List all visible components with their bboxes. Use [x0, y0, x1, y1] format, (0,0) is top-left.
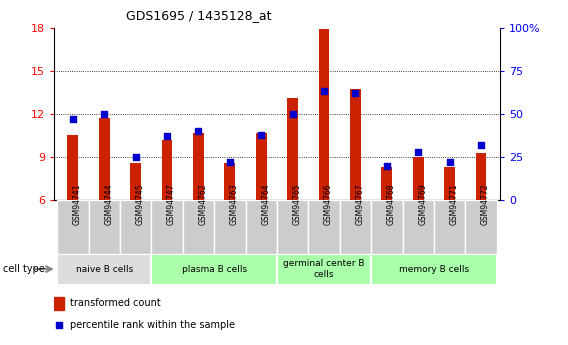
Text: naive B cells: naive B cells — [76, 265, 133, 274]
Text: transformed count: transformed count — [69, 298, 160, 308]
Text: cell type: cell type — [3, 264, 45, 274]
Bar — [319, 29, 329, 200]
Point — [68, 116, 77, 122]
Point — [317, 220, 326, 225]
Bar — [161, 140, 173, 200]
FancyBboxPatch shape — [120, 200, 151, 254]
Point — [225, 159, 235, 165]
FancyBboxPatch shape — [245, 200, 277, 254]
Text: GSM94767: GSM94767 — [356, 184, 365, 225]
Point — [414, 149, 423, 155]
Bar — [381, 167, 392, 200]
Text: GDS1695 / 1435128_at: GDS1695 / 1435128_at — [126, 9, 272, 22]
Point — [288, 111, 297, 117]
Point — [351, 90, 360, 96]
FancyBboxPatch shape — [371, 200, 403, 254]
Text: plasma B cells: plasma B cells — [182, 265, 247, 274]
Point — [194, 128, 203, 134]
Bar — [67, 136, 78, 200]
Bar — [130, 163, 141, 200]
FancyBboxPatch shape — [151, 200, 183, 254]
Bar — [193, 132, 204, 200]
Point — [477, 142, 486, 148]
FancyBboxPatch shape — [371, 254, 496, 285]
Text: GSM94747: GSM94747 — [167, 184, 176, 225]
FancyBboxPatch shape — [57, 254, 151, 285]
Text: GSM94765: GSM94765 — [293, 184, 302, 225]
FancyBboxPatch shape — [277, 200, 308, 254]
Point — [99, 111, 108, 117]
FancyBboxPatch shape — [403, 200, 434, 254]
Point — [445, 159, 454, 165]
Point — [162, 134, 172, 139]
FancyBboxPatch shape — [89, 200, 120, 254]
Text: GSM94769: GSM94769 — [418, 184, 427, 225]
Bar — [350, 89, 361, 200]
FancyBboxPatch shape — [434, 200, 465, 254]
Point — [319, 89, 328, 94]
Bar — [256, 132, 267, 200]
Bar — [413, 157, 424, 200]
Text: percentile rank within the sample: percentile rank within the sample — [69, 320, 235, 330]
FancyBboxPatch shape — [183, 200, 214, 254]
Bar — [99, 118, 110, 200]
Text: GSM94744: GSM94744 — [104, 184, 113, 225]
Text: GSM94762: GSM94762 — [198, 184, 207, 225]
Point — [131, 154, 140, 160]
Text: GSM94745: GSM94745 — [136, 184, 145, 225]
Point — [382, 163, 391, 168]
FancyBboxPatch shape — [340, 200, 371, 254]
Text: GSM94766: GSM94766 — [324, 184, 333, 225]
Text: GSM94741: GSM94741 — [73, 184, 82, 225]
FancyBboxPatch shape — [308, 200, 340, 254]
Bar — [54, 296, 64, 310]
Bar — [287, 98, 298, 200]
FancyBboxPatch shape — [57, 200, 89, 254]
FancyBboxPatch shape — [465, 200, 496, 254]
Text: GSM94772: GSM94772 — [481, 184, 490, 225]
FancyBboxPatch shape — [214, 200, 245, 254]
Text: germinal center B
cells: germinal center B cells — [283, 259, 365, 279]
FancyBboxPatch shape — [151, 254, 277, 285]
Bar — [224, 163, 235, 200]
Text: GSM94763: GSM94763 — [230, 184, 239, 225]
Text: GSM94771: GSM94771 — [450, 184, 458, 225]
Text: memory B cells: memory B cells — [399, 265, 469, 274]
Bar — [444, 167, 455, 200]
Text: GSM94768: GSM94768 — [387, 184, 396, 225]
Bar — [475, 152, 487, 200]
Point — [257, 132, 266, 137]
FancyBboxPatch shape — [277, 254, 371, 285]
Text: GSM94764: GSM94764 — [261, 184, 270, 225]
